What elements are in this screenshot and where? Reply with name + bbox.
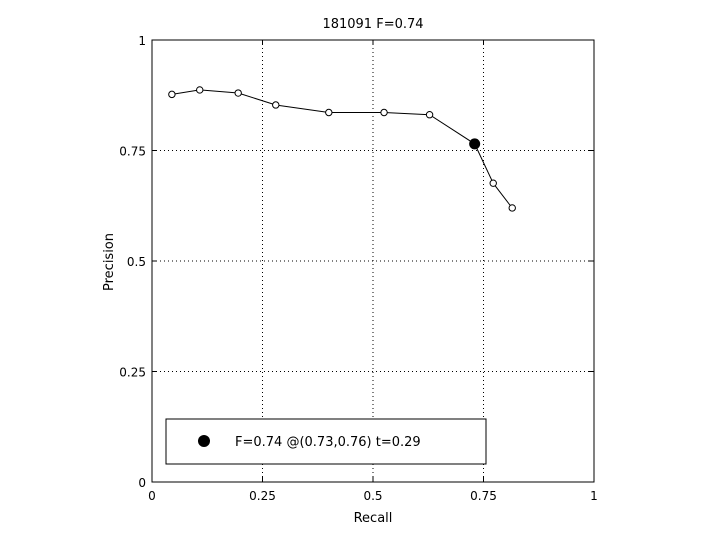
data-point: [272, 101, 280, 109]
x-tick-label: 0.75: [470, 489, 497, 503]
x-tick-label: 1: [590, 489, 598, 503]
data-point: [168, 90, 176, 99]
x-tick-label: 0: [148, 489, 156, 503]
grid-lines: [152, 40, 594, 482]
legend-marker: [198, 435, 210, 447]
x-tick-label: 0.5: [363, 489, 382, 503]
axis-ticks: 0 0.25 0.5 0.75 1 0 0.25 0.5 0.75 1: [119, 34, 598, 503]
y-tick-label: 1: [138, 34, 146, 48]
y-tick-label: 0.25: [119, 366, 146, 380]
data-point: [425, 110, 434, 119]
data-point: [508, 204, 516, 212]
y-axis-label: Precision: [102, 233, 117, 291]
series-layer: [168, 86, 516, 212]
y-tick-label: 0.5: [127, 255, 146, 269]
x-axis-label: Recall: [354, 511, 393, 526]
y-tick-label: 0: [138, 476, 146, 490]
legend: F=0.74 @(0.73,0.76) t=0.29: [165, 418, 487, 465]
data-point: [380, 108, 388, 117]
legend-entry-label: F=0.74 @(0.73,0.76) t=0.29: [235, 435, 421, 450]
best-f-point: [469, 138, 481, 150]
data-point: [234, 89, 242, 97]
chart-title: 181091 F=0.74: [322, 17, 423, 32]
series-line: [171, 89, 513, 209]
data-point: [325, 108, 333, 117]
x-tick-label: 0.25: [249, 489, 276, 503]
legend-box: [165, 418, 487, 465]
y-tick-label: 0.75: [119, 145, 146, 159]
data-point: [489, 179, 497, 187]
data-point: [196, 86, 204, 94]
